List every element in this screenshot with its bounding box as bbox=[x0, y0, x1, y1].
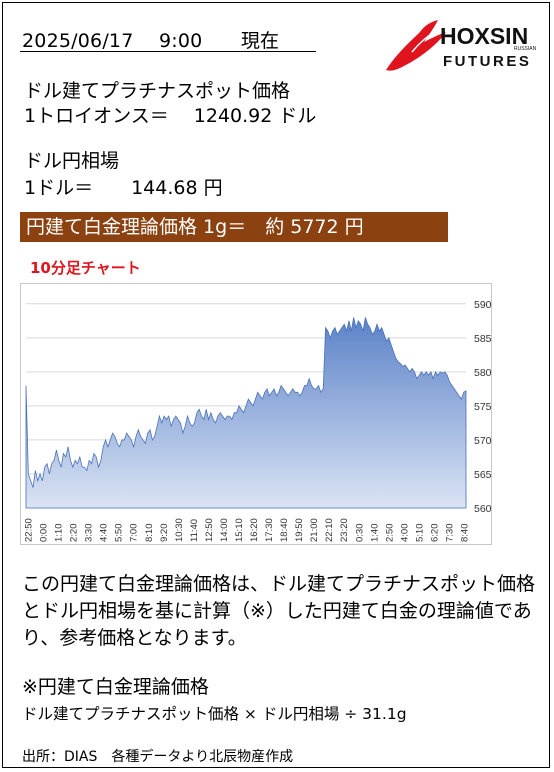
x-tick-label: 23:20 bbox=[339, 518, 350, 542]
y-tick-label: 5700 bbox=[474, 435, 492, 447]
y-tick-label: 5600 bbox=[474, 503, 492, 515]
x-tick-label: 16:20 bbox=[249, 518, 260, 542]
x-tick-label: 21:00 bbox=[309, 518, 320, 542]
y-tick-label: 5650 bbox=[474, 469, 492, 481]
x-tick-label: 2:50 bbox=[384, 524, 395, 543]
y-tick-label: 5750 bbox=[474, 401, 492, 413]
source-text: 出所：DIAS 各種データより北辰物産作成 bbox=[22, 749, 294, 765]
note-title: ※円建て白金理論価格 bbox=[22, 676, 209, 698]
y-tick-label: 5850 bbox=[474, 333, 492, 345]
x-tick-label: 14:00 bbox=[219, 518, 230, 542]
y-tick-label: 5800 bbox=[474, 367, 492, 379]
x-tick-label: 17:30 bbox=[264, 518, 275, 542]
x-tick-label: 7:30 bbox=[444, 524, 455, 543]
logo-sub: FUTURES bbox=[443, 53, 531, 70]
datetime-underline bbox=[20, 51, 316, 52]
logo-tag: RUSSIAN bbox=[514, 46, 537, 52]
fx-value: 1ドル＝ 144.68 円 bbox=[24, 177, 223, 199]
explanation-text: この円建て白金理論価格は、ドル建てプラチナスポット価格とドル円相場を基に計算（※… bbox=[22, 573, 536, 649]
x-tick-label: 4:00 bbox=[399, 524, 410, 543]
datetime: 2025/06/17 9:00 現在 bbox=[22, 30, 280, 52]
x-tick-label: 10:30 bbox=[174, 518, 185, 542]
x-tick-label: 18:40 bbox=[279, 518, 290, 542]
x-tick-label: 0:00 bbox=[39, 524, 50, 543]
x-tick-label: 15:10 bbox=[234, 518, 245, 542]
x-tick-label: 7:00 bbox=[129, 524, 140, 543]
theoretical-price-banner: 円建て白金理論価格 1g＝ 約 5772 円 bbox=[20, 212, 448, 242]
x-tick-label: 6:20 bbox=[429, 524, 440, 543]
x-tick-label: 0:30 bbox=[354, 524, 365, 543]
x-tick-label: 9:20 bbox=[159, 524, 170, 543]
note-formula: ドル建てプラチナスポット価格 × ドル円相場 ÷ 31.1g bbox=[22, 705, 407, 723]
x-tick-label: 22:10 bbox=[324, 518, 335, 542]
fx-label: ドル円相場 bbox=[24, 150, 120, 172]
platinum-label: ドル建てプラチナスポット価格 bbox=[24, 80, 291, 102]
logo-swoosh-icon bbox=[386, 20, 446, 71]
y-tick-label: 5900 bbox=[474, 299, 492, 311]
x-tick-label: 5:10 bbox=[414, 524, 425, 543]
x-tick-label: 1:10 bbox=[54, 524, 65, 543]
x-tick-label: 8:40 bbox=[460, 524, 471, 543]
price-chart: 5600 5650 5700 5750 5800 5850 5900 22:50 0:00 1:… bbox=[20, 283, 492, 545]
platinum-value: 1トロイオンス＝ 1240.92 ドル bbox=[24, 105, 317, 127]
x-tick-label: 8:10 bbox=[144, 524, 155, 543]
chart-title: 10分足チャート bbox=[30, 259, 141, 277]
x-tick-label: 1:40 bbox=[369, 524, 380, 543]
price-area bbox=[25, 317, 467, 509]
logo-brand: HOXSIN bbox=[440, 23, 528, 49]
x-tick-label: 4:40 bbox=[99, 524, 110, 543]
x-tick-label: 2:20 bbox=[69, 524, 80, 543]
x-tick-label: 12:50 bbox=[204, 518, 215, 542]
hoxsin-logo: HOXSIN RUSSIAN FUTURES bbox=[386, 20, 537, 71]
x-tick-label: 19:50 bbox=[294, 518, 305, 542]
x-tick-label: 5:50 bbox=[114, 524, 125, 543]
x-tick-label: 22:50 bbox=[24, 518, 35, 542]
x-tick-label: 3:30 bbox=[84, 524, 95, 543]
x-tick-label: 11:40 bbox=[189, 519, 200, 542]
